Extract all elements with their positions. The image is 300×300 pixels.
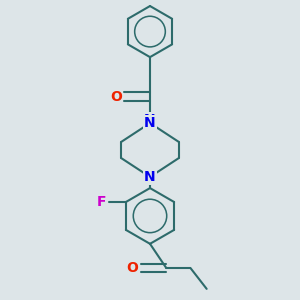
Text: N: N [144, 170, 156, 184]
Text: N: N [144, 113, 156, 127]
Text: N: N [144, 170, 156, 184]
Text: O: O [126, 261, 138, 275]
Text: N: N [144, 116, 156, 130]
Text: O: O [110, 90, 122, 104]
Text: F: F [97, 195, 106, 209]
